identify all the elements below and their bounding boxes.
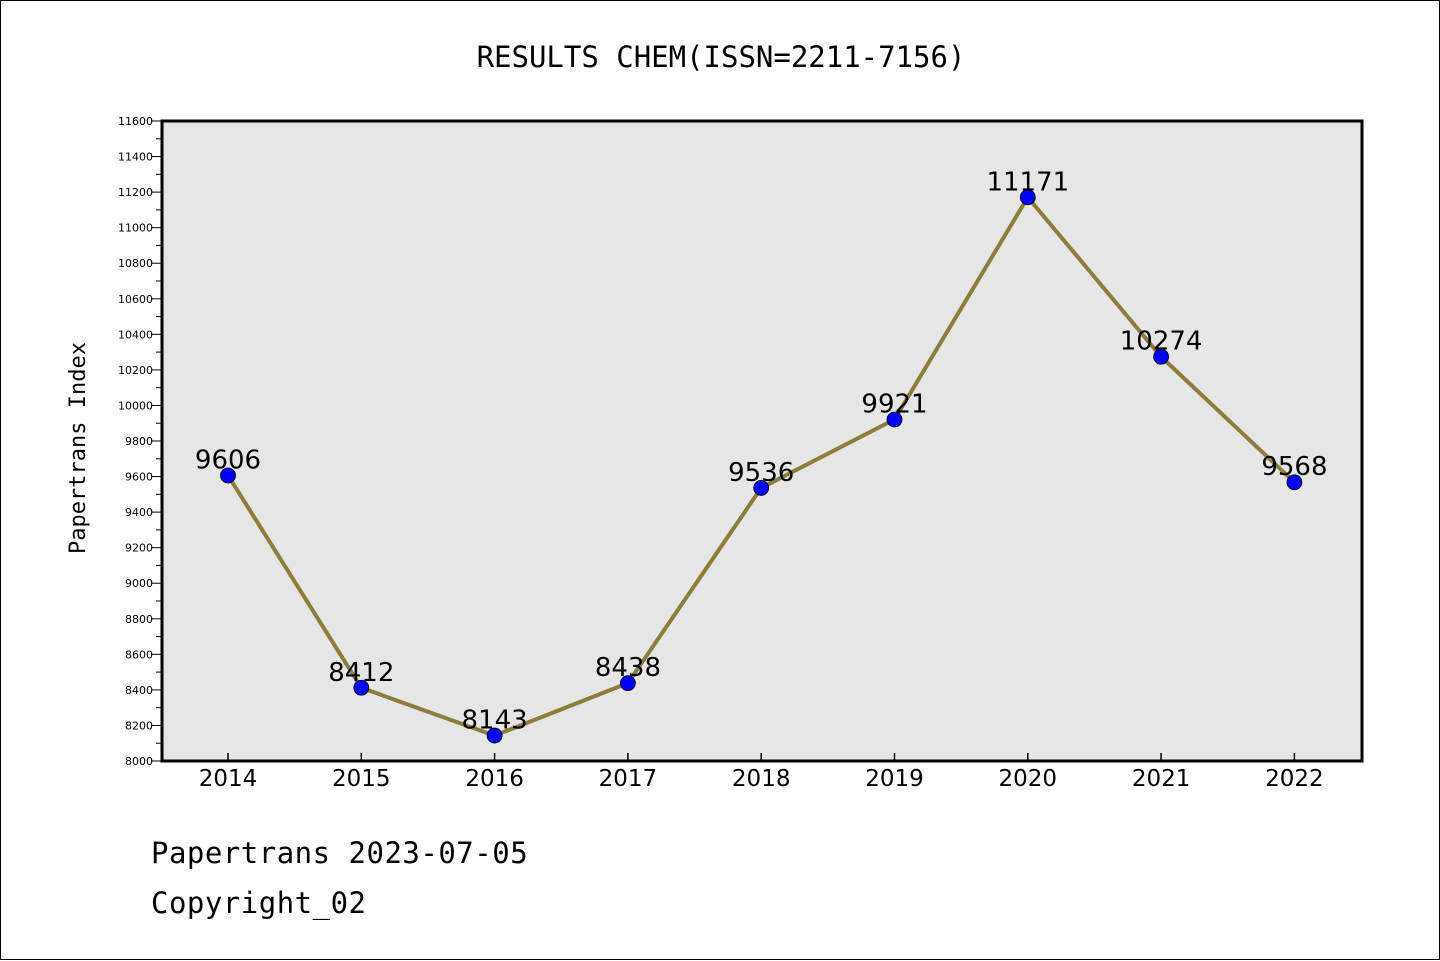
axis-ticks: 8000 8200 8400 8600 8800 9000 9200 9400 9600 9800… <box>118 115 1324 792</box>
data-label: 9921 <box>861 389 927 419</box>
data-point-marker <box>486 727 503 744</box>
data-point-marker <box>1153 348 1169 365</box>
data-label: 9536 <box>728 458 794 488</box>
y-tick-label: 11400 <box>118 151 153 164</box>
plot-area <box>162 121 1362 761</box>
y-tick-label: 10600 <box>118 293 153 306</box>
y-tick-label: 11200 <box>118 186 153 199</box>
y-tick-label: 8400 <box>125 684 153 697</box>
footer-date: Papertrans 2023-07-05 <box>151 836 529 870</box>
data-point-marker <box>353 679 370 696</box>
x-tick-label: 2017 <box>599 766 658 792</box>
data-label: 8143 <box>462 706 528 736</box>
y-tick-label: 8800 <box>125 613 153 626</box>
x-tick-label: 2020 <box>999 766 1058 792</box>
data-label: 9568 <box>1261 452 1327 482</box>
footer-copyright: Copyright_02 <box>151 886 367 920</box>
data-label: 8438 <box>595 653 661 683</box>
plot-frame <box>160 119 1364 763</box>
y-tick-label: 10000 <box>118 399 153 412</box>
data-series <box>220 189 1303 744</box>
data-label: 11171 <box>986 167 1069 197</box>
data-point-marker <box>1286 474 1303 491</box>
x-tick-label: 2021 <box>1132 766 1191 792</box>
data-point-marker <box>1019 189 1036 206</box>
y-tick-label: 8200 <box>125 719 153 732</box>
y-tick-label: 9800 <box>125 435 153 448</box>
y-tick-label: 9200 <box>125 542 153 555</box>
y-tick-label: 10400 <box>118 328 153 341</box>
data-point-marker <box>753 480 770 496</box>
y-tick-label: 11600 <box>118 115 153 128</box>
y-tick-label: 9000 <box>125 577 153 590</box>
data-label: 10274 <box>1120 327 1203 357</box>
x-tick-label: 2022 <box>1265 766 1324 792</box>
x-tick-label: 2019 <box>865 766 924 792</box>
y-tick-label: 9400 <box>125 506 153 519</box>
data-label: 8412 <box>328 658 394 688</box>
data-point-marker <box>886 411 903 428</box>
y-tick-label: 9600 <box>125 471 153 484</box>
data-label: 9606 <box>195 445 261 475</box>
data-labels: 9606 8412 8143 8438 9536 9921 11171 10274 9568 <box>195 167 1328 735</box>
x-tick-label: 2016 <box>465 766 524 792</box>
x-tick-label: 2018 <box>732 766 791 792</box>
x-tick-label: 2014 <box>199 766 258 792</box>
y-tick-label: 10200 <box>118 364 153 377</box>
y-axis-label: Papertrans Index <box>66 342 91 554</box>
x-tick-label: 2015 <box>332 766 391 792</box>
y-tick-label: 11000 <box>118 222 153 235</box>
y-tick-label: 10800 <box>118 257 153 270</box>
y-tick-label: 8600 <box>125 648 153 661</box>
y-tick-label: 8000 <box>125 755 153 768</box>
chart-title: RESULTS CHEM(ISSN=2211-7156) <box>477 40 966 74</box>
data-point-marker <box>620 675 636 692</box>
data-point-marker <box>220 467 236 484</box>
